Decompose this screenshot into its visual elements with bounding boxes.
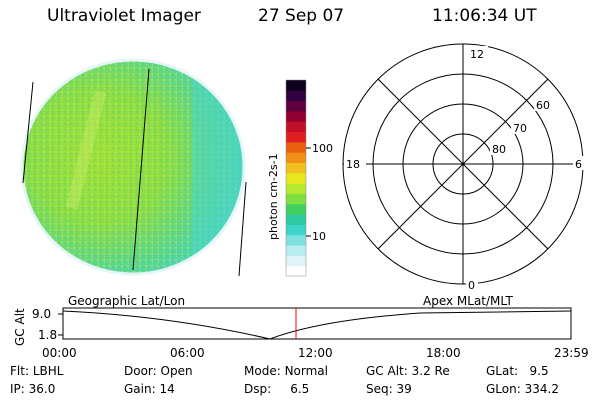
polar-label-18: 18 <box>346 158 360 171</box>
colorbar-segment <box>286 245 306 256</box>
instrument-title: Ultraviolet Imager <box>47 6 201 26</box>
timeline-x-tick-1200: 12:00 <box>298 346 333 360</box>
polar-lat-70: 70 <box>513 122 527 135</box>
limb-line-right <box>238 181 247 277</box>
info-flt: Flt: LBHL <box>10 364 64 378</box>
colorbar-segment <box>286 183 306 194</box>
polar-label-0: 0 <box>468 279 475 292</box>
colorbar-segment <box>286 90 306 102</box>
timeline-y-label: GC Alt <box>13 308 27 346</box>
timeline-frame <box>62 307 572 340</box>
colorbar-segment <box>286 203 306 215</box>
info-glat: GLat: 9.5 <box>486 364 549 378</box>
colorbar-tick-100: 100 <box>312 142 333 155</box>
info-ip: IP: 36.0 <box>10 382 56 396</box>
polar-plot <box>342 43 584 285</box>
polar-label-12: 12 <box>470 48 484 61</box>
terminator-line <box>132 68 150 271</box>
limb-line-left <box>22 81 34 184</box>
altitude-curve <box>62 310 572 340</box>
timeline-x-tick-0000: 00:00 <box>42 346 77 360</box>
info-mode: Mode: Normal <box>244 364 328 378</box>
colorbar-segment <box>286 214 306 225</box>
colorbar-segment <box>286 121 306 133</box>
colorbar-segment <box>286 193 306 205</box>
colorbar-segment <box>286 100 306 112</box>
colorbar-tick-10: 10 <box>312 230 326 243</box>
timeline-x-tick-0600: 06:00 <box>170 346 205 360</box>
time-label: 11:06:34 UT <box>432 6 537 26</box>
info-door: Door: Open <box>124 364 193 378</box>
colorbar-segment <box>286 131 306 143</box>
timeline-x-tick-2359: 23:59 <box>554 346 589 360</box>
uv-earth-image <box>20 58 246 276</box>
colorbar-segment <box>286 162 306 174</box>
polar-lat-60: 60 <box>536 99 550 112</box>
colorbar-segment <box>286 172 306 184</box>
colorbar-segment <box>286 141 306 153</box>
date-label: 27 Sep 07 <box>258 6 345 26</box>
colorbar-segment <box>286 110 306 122</box>
colorbar-segment <box>286 80 306 91</box>
colorbar-segment <box>286 234 306 246</box>
info-seq: Seq: 39 <box>366 382 412 396</box>
colorbar-segment <box>286 265 306 277</box>
colorbar-segment <box>286 255 306 267</box>
colorbar-segment <box>286 224 306 236</box>
colorbar-segment <box>286 152 306 164</box>
timeline-x-tick-1800: 18:00 <box>426 346 461 360</box>
timeline-left-title: Geographic Lat/Lon <box>68 294 185 308</box>
info-glon: GLon: 334.2 <box>486 382 559 396</box>
color-scale-bar <box>286 80 306 277</box>
timeline-y-tick-9: 9.0 <box>32 307 51 321</box>
info-gc-alt: GC Alt: 3.2 Re <box>366 364 450 378</box>
timeline-y-tick-1-8: 1.8 <box>38 328 57 342</box>
polar-lat-80: 80 <box>492 143 506 156</box>
timeline-right-title: Apex MLat/MLT <box>423 294 513 308</box>
info-gain: Gain: 14 <box>124 382 175 396</box>
colorbar-unit-label: photon cm-2s-1 <box>267 153 280 240</box>
info-dsp: Dsp: 6.5 <box>244 382 310 396</box>
polar-label-6: 6 <box>575 158 582 171</box>
